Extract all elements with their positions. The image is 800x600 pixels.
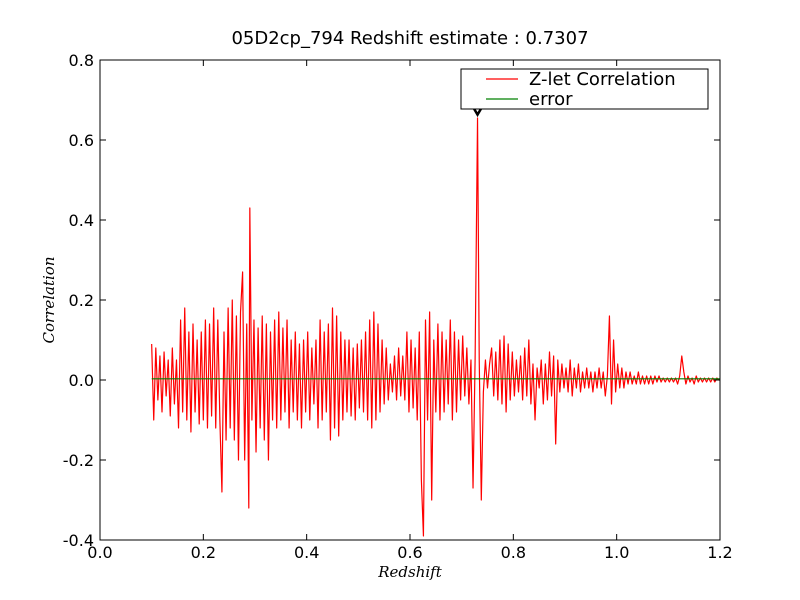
plot-frame — [99, 59, 721, 541]
series-layer — [151, 117, 720, 537]
legend-box — [460, 68, 709, 110]
legend: Z-let Correlation error — [460, 68, 709, 110]
y-tick-label: 0.2 — [69, 291, 94, 310]
y-tick-label: 0.6 — [69, 131, 94, 150]
plot-area — [100, 60, 720, 540]
legend-label-error: error — [529, 89, 573, 110]
x-tick-label: 1.0 — [604, 543, 629, 562]
chart-title: 05D2cp_794 Redshift estimate : 0.7307 — [231, 28, 588, 49]
tick-layer: 0.0 0.2 0.4 0.6 0.8 1.0 1.2 -0.4 -0.2 0.0 0.2 0.4 0.… — [63, 51, 733, 562]
y-axis-label: Correlation — [40, 257, 58, 344]
legend-label-z-let-correlation: Z-let Correlation — [529, 69, 676, 90]
y-tick-label: -0.4 — [63, 531, 94, 550]
y-tick-label: 0.4 — [69, 211, 94, 230]
x-tick-label: 1.2 — [707, 543, 732, 562]
x-axis-label: Redshift — [377, 563, 442, 581]
y-tick-label: -0.2 — [63, 451, 94, 470]
series-line-z-let-correlation — [151, 117, 720, 537]
x-tick-label: 0.8 — [501, 543, 526, 562]
x-tick-label: 0.4 — [294, 543, 319, 562]
x-tick-label: 0.6 — [397, 543, 422, 562]
y-tick-label: 0.8 — [69, 51, 94, 70]
y-tick-label: 0.0 — [69, 371, 94, 390]
x-tick-label: 0.0 — [87, 543, 112, 562]
x-tick-label: 0.2 — [191, 543, 216, 562]
plot-background — [100, 60, 720, 540]
